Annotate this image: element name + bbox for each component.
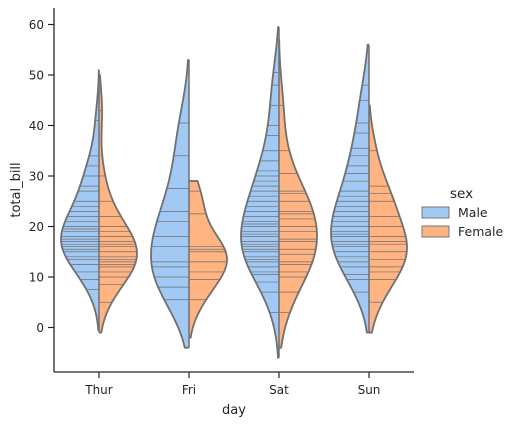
y-tick-label-10: 10 (29, 270, 44, 284)
y-tick-label-0: 0 (36, 321, 44, 335)
x-tick-label-sat: Sat (269, 383, 289, 397)
violin-half-male-sun (330, 43, 369, 334)
violin-body-female-fri (189, 181, 227, 338)
violin-outline-female-sat (278, 38, 318, 349)
legend-label-male: Male (458, 205, 488, 220)
violin-body-female-thur (99, 75, 137, 333)
violin-half-female-thur (99, 74, 138, 334)
violin-body-male-sat (241, 27, 279, 358)
violin-body-male-sun (331, 44, 369, 333)
legend-swatch-male (421, 206, 450, 219)
violin-outline-male-thur (60, 69, 100, 331)
y-tick-label-40: 40 (29, 119, 44, 133)
violin-outline-female-sun (368, 104, 408, 334)
violin-half-male-fri (150, 58, 189, 349)
legend: sex Male Female (421, 186, 504, 239)
violin-half-female-fri (189, 180, 228, 339)
y-ticks: 0 10 20 30 40 50 60 (29, 18, 54, 335)
x-ticks: Thur Fri Sat Sun (84, 372, 380, 397)
x-tick-label-sun: Sun (358, 383, 381, 397)
y-tick-label-60: 60 (29, 18, 44, 32)
y-tick-label-30: 30 (29, 169, 44, 183)
violin-outline-male-sat (240, 26, 280, 359)
violin-body-male-thur (61, 69, 99, 331)
violin-outline-male-fri (150, 58, 189, 349)
violin-half-male-thur (60, 69, 100, 331)
legend-title: sex (450, 186, 473, 202)
violin-outline-male-sun (330, 43, 369, 334)
violin-group (60, 26, 408, 359)
violin-outline-female-thur (99, 74, 138, 334)
y-axis-label: total_bill (9, 162, 24, 217)
y-tick-label-20: 20 (29, 220, 44, 234)
x-axis-label: day (222, 403, 246, 418)
violin-half-male-sat (240, 26, 280, 359)
legend-swatch-female (421, 225, 450, 238)
violin-body-male-fri (151, 59, 189, 348)
x-tick-label-fri: Fri (182, 383, 196, 397)
y-tick-label-50: 50 (29, 68, 44, 82)
violin-half-female-sat (278, 38, 318, 349)
legend-label-female: Female (458, 224, 504, 239)
violin-half-female-sun (368, 104, 408, 334)
x-tick-label-thur: Thur (84, 383, 113, 397)
violin-outline-female-fri (189, 180, 228, 339)
